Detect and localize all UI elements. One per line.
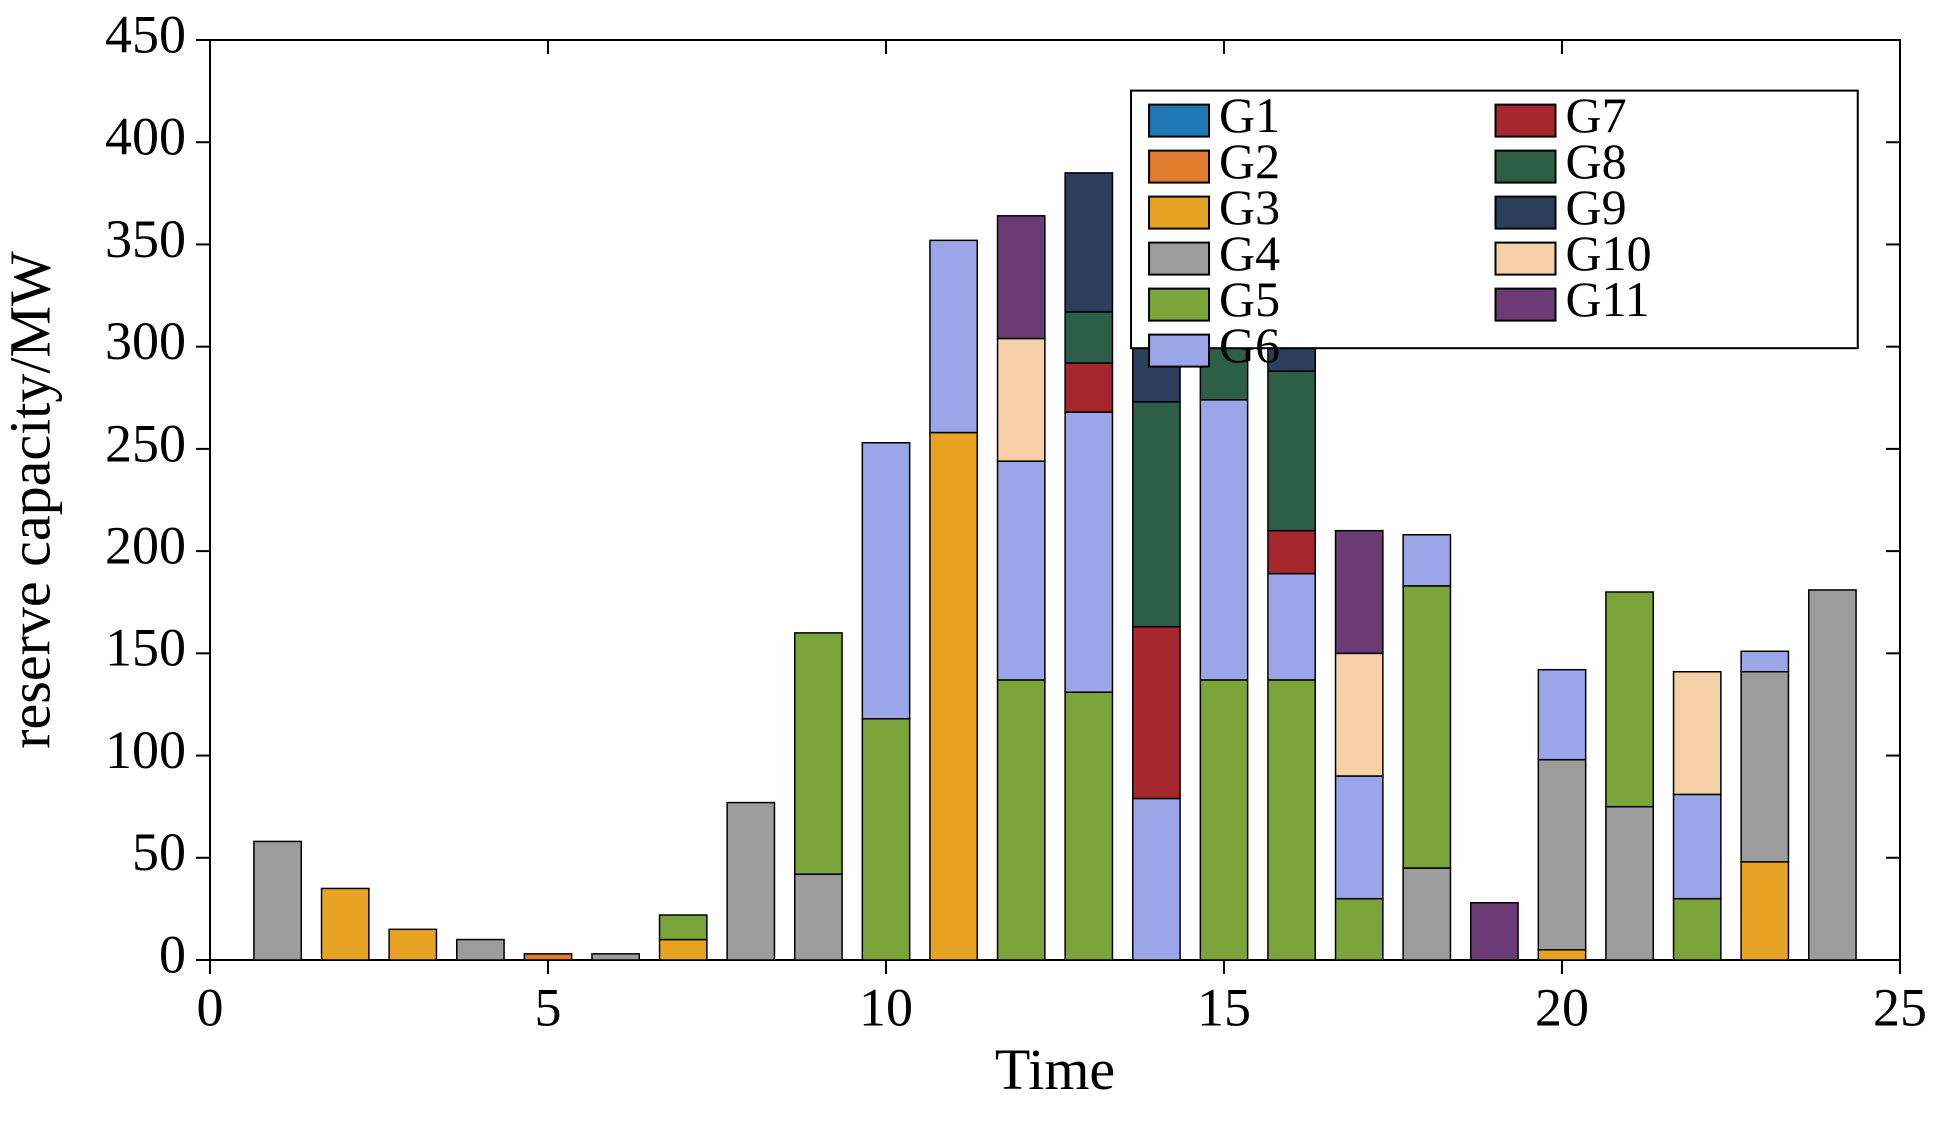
bar-segment	[1674, 794, 1721, 898]
y-tick-label: 350	[105, 209, 186, 269]
y-tick-label: 50	[132, 822, 186, 882]
bar-segment	[660, 915, 707, 940]
chart-container: 0 50 100 150 200 250 300 350 400 450 0 5 10 15 20 25 Tim…	[0, 0, 1960, 1122]
bar-segment	[727, 803, 774, 960]
legend-swatch	[1149, 289, 1209, 321]
bar-segment	[322, 888, 369, 960]
bar-segment	[1065, 363, 1112, 412]
bar-segment	[1268, 531, 1315, 574]
bar-segment	[660, 940, 707, 960]
bar-segment	[1403, 586, 1450, 868]
bar-segment	[457, 940, 504, 960]
bar-segment	[998, 461, 1045, 680]
y-tick-label: 0	[159, 924, 186, 984]
bar-segment	[1065, 173, 1112, 312]
legend-swatch	[1149, 151, 1209, 183]
legend-swatch	[1496, 197, 1556, 229]
y-tick-label: 450	[105, 4, 186, 64]
bar-segment	[1741, 672, 1788, 862]
y-tick-label: 100	[105, 720, 186, 780]
x-tick-label: 25	[1873, 977, 1927, 1037]
bar-segment	[1741, 651, 1788, 671]
bar-segment	[998, 216, 1045, 339]
bar-segment	[1538, 950, 1585, 960]
bar-segment	[1809, 590, 1856, 960]
bar-segment	[1403, 868, 1450, 960]
bar-segment	[1268, 680, 1315, 960]
legend-swatch	[1496, 151, 1556, 183]
x-tick-label: 0	[197, 977, 224, 1037]
y-tick-label: 250	[105, 413, 186, 473]
x-tick-label: 10	[859, 977, 913, 1037]
bar-segment	[1268, 574, 1315, 680]
bar-segment	[1403, 535, 1450, 586]
bar-segment	[795, 874, 842, 960]
chart-svg: 0 50 100 150 200 250 300 350 400 450 0 5 10 15 20 25 Tim…	[0, 0, 1960, 1122]
x-tick-label: 20	[1535, 977, 1589, 1037]
legend-label: G11	[1566, 271, 1650, 327]
bar-segment	[1133, 402, 1180, 627]
bar-segment	[1606, 592, 1653, 807]
bar-segment	[1538, 670, 1585, 760]
legend-swatch	[1496, 243, 1556, 275]
bar-segment	[1200, 680, 1247, 960]
bar-segment	[1471, 903, 1518, 960]
y-tick-label: 400	[105, 107, 186, 167]
x-tick-label: 15	[1197, 977, 1251, 1037]
bar-segment	[389, 929, 436, 960]
bar-segment	[862, 443, 909, 719]
bar-segment	[1741, 862, 1788, 960]
bar-segment	[1336, 899, 1383, 960]
bar-segment	[254, 841, 301, 960]
y-tick-label: 200	[105, 516, 186, 576]
x-tick-label: 5	[535, 977, 562, 1037]
bar-segment	[1674, 899, 1721, 960]
legend-swatch	[1149, 197, 1209, 229]
legend-swatch	[1149, 243, 1209, 275]
bar-segment	[1336, 776, 1383, 899]
bar-segment	[1065, 412, 1112, 692]
bar-segment	[1133, 798, 1180, 960]
bar-segment	[524, 954, 571, 960]
y-tick-label: 150	[105, 618, 186, 678]
bar-segment	[1336, 653, 1383, 776]
x-axis-title: Time	[995, 1037, 1115, 1102]
y-tick-label: 300	[105, 311, 186, 371]
bar-segment	[1606, 807, 1653, 960]
bar-segment	[1065, 692, 1112, 960]
bar-segment	[930, 240, 977, 432]
bar-segment	[998, 680, 1045, 960]
legend-swatch	[1149, 335, 1209, 367]
bar-segment	[930, 433, 977, 960]
bar-segment	[1674, 672, 1721, 795]
legend-swatch	[1496, 105, 1556, 137]
bar-segment	[862, 719, 909, 960]
bar-segment	[1133, 627, 1180, 799]
bar-segment	[1538, 760, 1585, 950]
bar-segment	[1268, 371, 1315, 530]
bar-segment	[998, 338, 1045, 461]
bar-segment	[1200, 400, 1247, 680]
bar-segment	[1336, 531, 1383, 654]
legend-swatch	[1149, 105, 1209, 137]
legend-swatch	[1496, 289, 1556, 321]
legend-label: G6	[1219, 317, 1280, 373]
bar-segment	[795, 633, 842, 874]
bar-segment	[1065, 312, 1112, 363]
bar-segment	[592, 954, 639, 960]
y-axis-title: reserve capacity/MW	[0, 251, 63, 749]
